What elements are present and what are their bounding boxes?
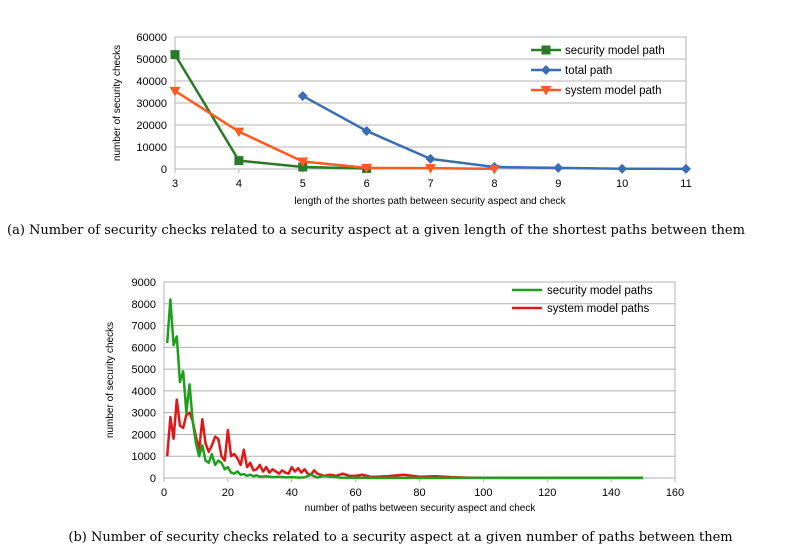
chart-b: 0 1000 2000 3000 4000 5000 6000 7000 8000 9000 0 2… [105,277,684,514]
y-tick-label: 3000 [132,408,156,420]
data-point [425,153,436,164]
legend-label: system model path [565,85,662,97]
data-point [553,162,564,173]
x-tick-label: 0 [161,487,167,499]
legend-label: security model paths [547,285,653,297]
chart-b-y-ticks: 0 1000 2000 3000 4000 5000 6000 7000 8000 9000 [132,277,156,485]
y-tick-label: 2000 [132,429,156,441]
data-point [297,157,309,168]
y-tick-label: 50000 [136,54,167,66]
x-tick-label: 3 [172,178,178,190]
data-point [169,86,181,97]
data-point [170,50,180,60]
y-tick-label: 20000 [136,120,167,132]
x-tick-label: 160 [666,487,684,499]
data-point [361,163,373,174]
chart-a-legend: security model path total path system mode… [531,45,665,97]
y-tick-label: 9000 [132,277,156,289]
y-tick-label: 6000 [132,342,156,354]
x-tick-label: 60 [350,487,362,499]
data-point [488,164,500,175]
y-tick-label: 7000 [132,321,156,333]
legend-label: security model path [565,45,665,57]
series-line [165,298,644,480]
data-point [233,127,245,138]
x-tick-label: 10 [616,178,628,190]
data-point [425,164,436,174]
series-line [165,398,644,480]
x-tick-label: 140 [602,487,620,499]
y-tick-label: 4000 [132,386,156,398]
series-line [173,53,367,170]
y-tick-label: 30000 [136,98,167,110]
x-tick-label: 7 [427,178,433,190]
chart-a-y-ticks: 0 10000 20000 30000 40000 50000 60000 [136,32,167,176]
data-point [361,125,372,136]
legend-marker [540,86,552,96]
chart-a-x-axis-title: length of the shortes path between secur… [294,196,566,207]
chart-b-legend: security model paths system model paths [512,285,653,315]
chart-a-x-ticks: 3 4 5 6 7 8 9 10 11 [172,169,692,190]
chart-b-series [165,298,644,480]
y-tick-label: 0 [150,473,156,485]
data-point [234,156,244,166]
y-tick-label: 1000 [132,451,156,463]
data-point [681,163,691,174]
chart-a: 0 10000 20000 30000 40000 50000 60000 3 4 5 6 7 8 9 1… [112,32,692,207]
x-tick-label: 120 [538,487,556,499]
x-tick-label: 11 [680,178,691,190]
legend-label: system model paths [547,303,650,315]
y-tick-label: 0 [161,164,167,176]
chart-b-x-axis-title: number of paths between security aspect … [305,503,537,514]
data-point [617,163,628,174]
legend-marker [541,65,551,75]
x-tick-label: 8 [491,178,497,190]
y-tick-label: 10000 [136,142,167,154]
x-tick-label: 80 [413,487,425,499]
x-tick-label: 5 [300,178,306,190]
chart-a-series [169,50,691,175]
x-tick-label: 4 [236,178,242,190]
chart-b-x-ticks: 0 20 40 60 80 100 120 140 160 [161,478,684,499]
chart-a-caption: (a) Number of security checks related to… [7,223,745,238]
data-point [297,90,308,101]
y-tick-label: 40000 [136,76,167,88]
y-tick-label: 60000 [136,32,167,44]
y-tick-label: 8000 [132,299,156,311]
x-tick-label: 6 [364,178,370,190]
legend-label: total path [565,65,612,77]
x-tick-label: 20 [222,487,234,499]
x-tick-label: 40 [286,487,298,499]
series-line [302,94,687,171]
x-tick-label: 9 [555,178,561,190]
chart-b-caption: (b) Number of security checks related to… [68,530,733,545]
series-line [174,89,495,171]
chart-a-y-axis-title: number of security checks [112,45,123,161]
x-tick-label: 100 [474,487,492,499]
legend-marker [541,45,551,55]
chart-b-y-axis-title: number of security checks [105,322,116,438]
y-tick-label: 5000 [132,364,156,376]
